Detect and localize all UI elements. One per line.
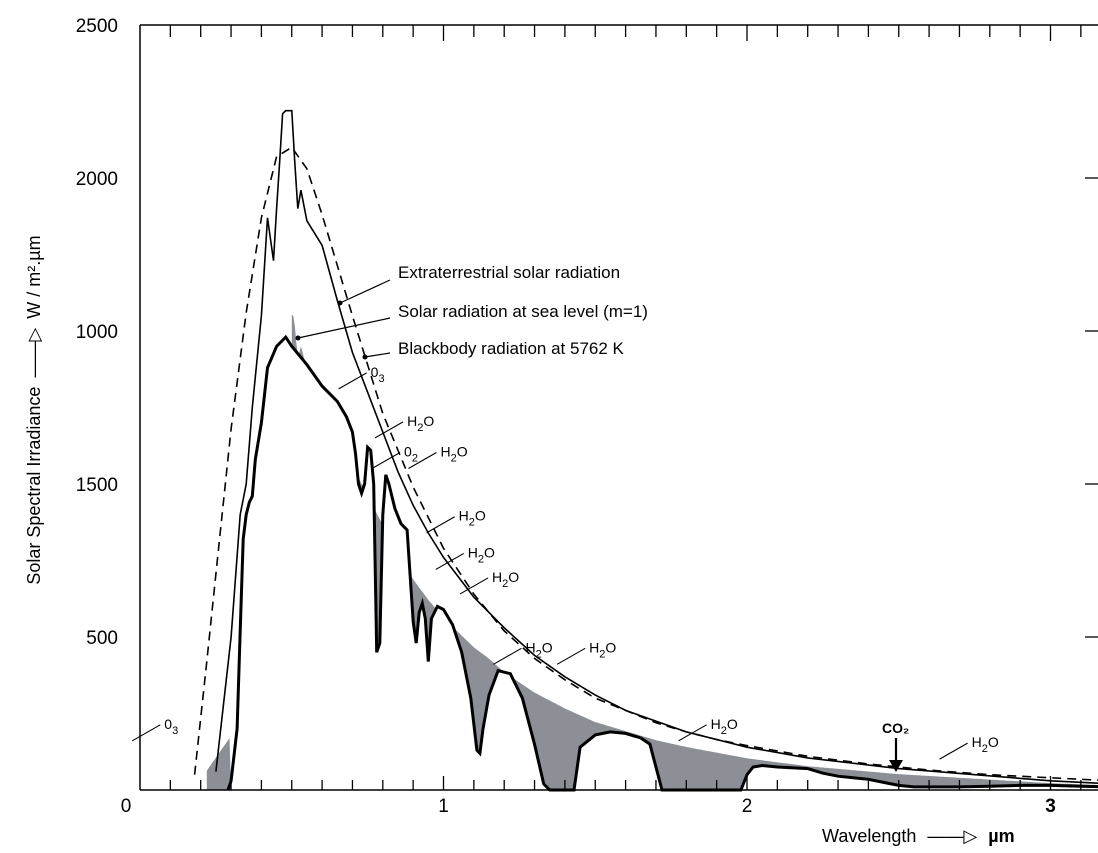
annotation-arrow (339, 279, 391, 304)
plot-frame (139, 24, 1098, 791)
annotation-arrow-head (295, 335, 301, 341)
x-axis-title: Wavelength ——▷ µm (822, 826, 1015, 846)
absorption-label: H2O (711, 716, 738, 737)
absorption-arrow (426, 516, 455, 534)
absorption-arrow (338, 372, 367, 390)
x-tick-label: 3 (1045, 796, 1056, 817)
absorption-arrow (374, 421, 404, 439)
absorption-label: 03 (164, 716, 178, 737)
x-tick-label: 1 (438, 796, 449, 817)
ozone-absorption-fill (206, 738, 232, 790)
annotation-extraterrestrial: Extraterrestrial solar radiation (398, 263, 620, 282)
x-tick-label: 2 (742, 796, 753, 817)
absorption-arrow (939, 742, 968, 760)
series-line-blackbody (193, 146, 1098, 781)
x-axis-unit: µm (988, 826, 1014, 846)
absorption-label: H2O (407, 413, 434, 434)
y-tick-label: 2500 (76, 16, 118, 37)
absorption-band-fill (291, 314, 1098, 790)
annotation-sea-level: Solar radiation at sea level (m=1) (398, 302, 648, 321)
x-axis-arrow: ——▷ (927, 826, 977, 846)
co2-arrow-head (889, 760, 903, 772)
y-axis-unit: W / m².µm (24, 235, 44, 318)
annotation-layer: Extraterrestrial solar radiation Solar ra… (132, 263, 999, 772)
co2-label: CO₂ (882, 720, 909, 736)
absorption-arrow (459, 577, 489, 595)
series-layer (193, 109, 1098, 792)
absorption-label: H2O (972, 734, 999, 755)
absorption-fill-layer (206, 314, 1098, 790)
annotation-arrow (297, 317, 391, 339)
annotation-arrow-head (337, 300, 343, 306)
y-axis-arrow: ——▷ (24, 328, 44, 378)
y-tick-label: 1000 (76, 322, 118, 343)
absorption-label: 03 (371, 364, 385, 385)
absorption-label: H2O (492, 569, 519, 590)
absorption-arrow (435, 552, 465, 570)
absorption-arrow (678, 724, 707, 742)
annotation-blackbody: Blackbody radiation at 5762 K (398, 339, 625, 358)
y-axis-title: Solar Spectral Irradiance ——▷ W / m².µm (24, 235, 44, 584)
y-tick-label: 2000 (76, 169, 118, 190)
annotation-arrow (364, 352, 391, 358)
y-tick-label: 1500 (76, 475, 118, 496)
tick-layer (169, 25, 1098, 790)
absorption-arrow (493, 647, 522, 665)
y-tick-label: 500 (86, 628, 118, 649)
absorption-label: H2O (525, 639, 552, 660)
absorption-arrow (556, 647, 586, 665)
absorption-label: H2O (440, 443, 467, 464)
absorption-arrow (371, 451, 401, 469)
absorption-arrow (132, 724, 161, 742)
absorption-label: H2O (468, 544, 495, 565)
absorption-label: 02 (404, 443, 418, 464)
absorption-label: H2O (589, 639, 616, 660)
series-line-extraterrestrial (215, 109, 1098, 785)
series-line-sea-level (226, 334, 1098, 792)
annotation-arrow-head (362, 354, 368, 360)
absorption-label: H2O (459, 508, 486, 529)
x-tick-label: 0 (121, 796, 132, 817)
absorption-arrow (408, 451, 437, 469)
tick-label-layer: 0 1 2 3 2500 2000 1000 1500 500 (76, 16, 1056, 817)
